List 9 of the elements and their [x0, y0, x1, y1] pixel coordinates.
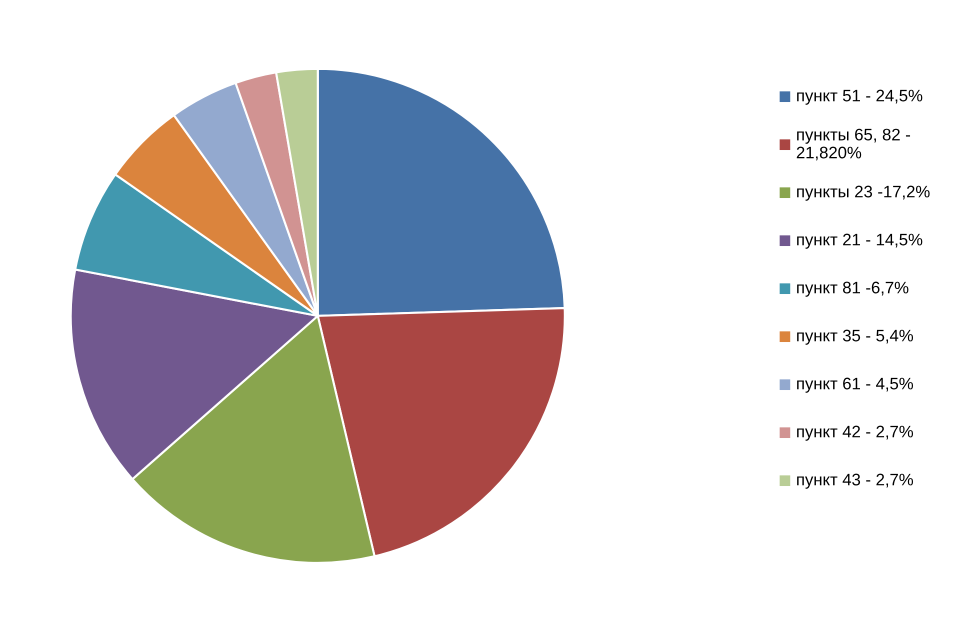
legend-label: пункт 43 - 2,7%: [797, 474, 914, 489]
legend-label: пункты 65, 82 - 21,820%: [796, 128, 910, 160]
legend-label: пункт 61 - 4,5%: [797, 378, 914, 393]
legend-label: пункт 21 - 14,5%: [797, 234, 922, 249]
legend-label: пункт 35 - 5,4%: [797, 330, 914, 345]
legend-label: пункт 42 - 2,7%: [797, 426, 914, 441]
legend-label: пункты 23 -17,2%: [797, 186, 930, 201]
legend-label: пункт 51 - 24,5%: [797, 90, 922, 105]
legend-label: пункт 81 -6,7%: [797, 282, 908, 297]
